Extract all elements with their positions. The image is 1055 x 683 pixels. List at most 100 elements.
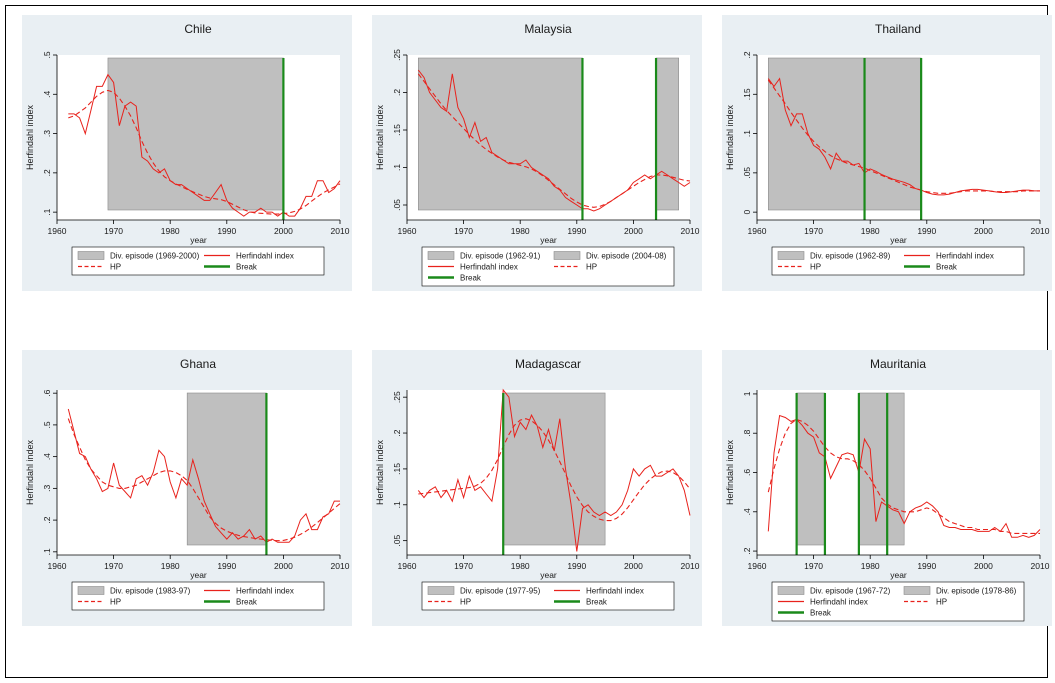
episode-shade [502,392,606,546]
chart-panel-ghana: Ghana 1960 1970 1980 1990 2000 2010 year .1 .2 .3.… [22,350,352,626]
y-tick-label: .4 [742,508,752,515]
y-tick-label: .2 [42,516,52,523]
chart-madagascar: Madagascar 1960 1970 1980 1990 2000 2010 year .0… [375,357,700,611]
x-axis-label: year [190,235,207,245]
legend-label: Div. episode (1983-97) [110,587,191,596]
episode-shade [107,57,284,211]
y-tick-label: .4 [42,453,52,460]
legend-label: Div. episode (1967-72) [810,587,891,596]
episode-shade [796,392,826,546]
legend-label: Break [586,598,608,607]
legend-label: Div. episode (1962-89) [810,252,891,261]
x-tick-label: 1960 [398,561,417,571]
x-tick-label: 2010 [681,561,700,571]
episode-shade [768,57,922,211]
x-axis-label: year [540,235,557,245]
hp-trend-line [67,418,341,542]
herfindahl-line [67,408,340,543]
x-tick-label: 1960 [398,226,417,236]
y-tick-label: 1 [742,391,752,396]
y-tick-label: .8 [742,429,752,436]
legend-box [71,581,325,611]
y-tick-label: .6 [42,389,52,396]
legend-shade-swatch [553,251,581,260]
y-tick-label: .05 [742,167,752,179]
hp-trend-line [767,79,1040,194]
legend-shade-swatch [77,251,105,260]
chart-panel-thailand: Thailand 1960 1970 1980 1990 2000 2010 year 0 .05… [722,15,1052,291]
y-tick-label: .2 [742,547,752,554]
x-tick-label: 1970 [804,226,823,236]
episode-shade [186,392,267,546]
chart-title: Ghana [180,357,216,371]
legend-label: Herfindahl index [936,252,994,261]
chart-mauritania: Mauritania 1960 1970 1980 1990 2000 2010 year .2… [725,357,1050,622]
y-tick-label: .15 [742,88,752,100]
legend-label: HP [110,598,121,607]
legend-label: Break [236,263,258,272]
herfindahl-line [767,77,1040,196]
legend-label: Break [236,598,258,607]
x-tick-label: 2010 [1031,561,1050,571]
episode-shade [858,392,905,546]
legend-shade-swatch [77,586,105,595]
x-tick-label: 2010 [681,226,700,236]
x-tick-label: 2000 [624,226,643,236]
legend-label: Herfindahl index [810,598,868,607]
herfindahl-line [417,388,691,552]
legend-label: Herfindahl index [236,587,294,596]
x-tick-label: 1990 [217,561,236,571]
legend-shade-swatch [777,586,805,595]
x-tick-label: 1960 [748,226,767,236]
x-axis-label: year [540,570,557,580]
legend-shade-swatch [427,586,455,595]
y-tick-label: .1 [392,501,402,508]
x-tick-label: 2010 [331,226,350,236]
chart-malaysia: Malaysia 1960 1970 1980 1990 2000 2010 year .05.… [375,22,700,287]
y-axis-label: Herfindahl index [25,104,35,170]
y-tick-label: .2 [42,169,52,176]
chart-panel-malaysia: Malaysia 1960 1970 1980 1990 2000 2010 year .05.… [372,15,702,291]
legend-box [771,246,1025,276]
legend-label: Herfindahl index [586,587,644,596]
y-tick-label: .5 [42,421,52,428]
legend-box [421,246,675,287]
episode-shade [418,57,583,211]
x-tick-label: 1990 [917,226,936,236]
x-axis-label: year [190,570,207,580]
y-tick-label: 0 [742,210,752,215]
x-tick-label: 1970 [454,561,473,571]
x-tick-label: 1960 [48,561,67,571]
x-tick-label: 2010 [331,561,350,571]
legend-label: Div. episode (2004-08) [586,252,667,261]
y-tick-label: .1 [42,208,52,215]
episode-shade [655,57,679,211]
x-axis-label: year [890,235,907,245]
legend-label: HP [460,598,471,607]
y-tick-label: .05 [392,534,402,546]
x-tick-label: 1960 [48,226,67,236]
x-tick-label: 1980 [511,561,530,571]
y-axis-label: Herfindahl index [25,439,35,505]
legend-label: Div. episode (1969-2000) [110,252,200,261]
y-tick-label: .5 [42,51,52,58]
y-tick-label: .2 [742,51,752,58]
y-tick-label: .2 [392,429,402,436]
legend-label: HP [586,263,597,272]
hp-trend-line [417,73,691,208]
x-tick-label: 1990 [917,561,936,571]
chart-panel-mauritania: Mauritania 1960 1970 1980 1990 2000 2010 year .2… [722,350,1052,626]
y-tick-label: .1 [392,164,402,171]
chart-panel-chile: Chile 1960 1970 1980 1990 2000 2010 year .1 .2 .3.… [22,15,352,291]
y-tick-label: .15 [392,463,402,475]
x-tick-label: 2000 [274,561,293,571]
legend-box [71,246,325,276]
chart-title: Malaysia [524,22,572,36]
x-tick-label: 2000 [624,561,643,571]
y-tick-label: .2 [392,89,402,96]
y-tick-label: .1 [42,548,52,555]
x-tick-label: 1970 [104,226,123,236]
y-tick-label: .25 [392,391,402,403]
x-tick-label: 2010 [1031,226,1050,236]
chart-panel-madagascar: Madagascar 1960 1970 1980 1990 2000 2010 year .0… [372,350,702,626]
